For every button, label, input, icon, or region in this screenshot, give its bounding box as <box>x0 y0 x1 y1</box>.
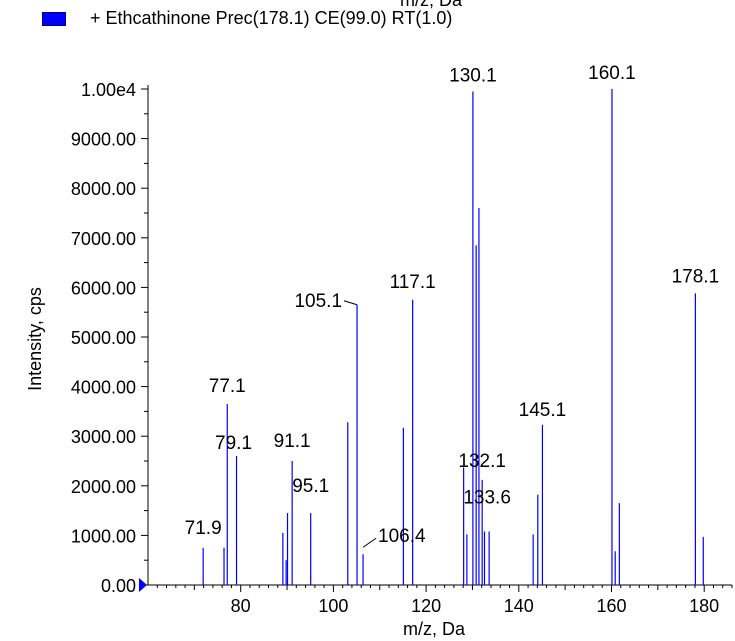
y-tick-label: 5000.00 <box>71 328 136 348</box>
y-tick-label: 1000.00 <box>71 526 136 546</box>
peak-label: 79.1 <box>215 433 252 454</box>
y-tick-label: 4000.00 <box>71 378 136 398</box>
y-tick-label: 0.00 <box>101 576 136 596</box>
legend-label: + Ethcathinone Prec(178.1) CE(99.0) RT(1… <box>90 8 453 28</box>
peak-label: 160.1 <box>588 63 636 84</box>
peak-label: 145.1 <box>519 400 567 421</box>
peak-label: 178.1 <box>672 266 720 287</box>
peak-label: 95.1 <box>292 476 329 497</box>
y-tick-label: 8000.00 <box>71 179 136 199</box>
legend: + Ethcathinone Prec(178.1) CE(99.0) RT(1… <box>42 8 452 29</box>
label-leader-line <box>343 300 358 306</box>
peak-label: 77.1 <box>209 376 246 397</box>
baseline-marker-icon <box>139 578 147 592</box>
y-tick-label: 6000.00 <box>71 278 136 298</box>
peak-label: 132.1 <box>458 451 506 472</box>
y-axis-title: Intensity, cps <box>25 287 45 391</box>
peak-label: 117.1 <box>390 272 436 293</box>
y-tick-label: 1.00e4 <box>81 80 136 100</box>
axes: 0.00 1000.00 2000.00 3000.00 4000.00 5000.00 6… <box>71 80 733 616</box>
top-clipped-axis-label: m/z, Da <box>400 0 463 10</box>
y-tick-label: 9000.00 <box>71 130 136 150</box>
peak-label: 105.1 <box>294 291 342 312</box>
x-tick-label: 100 <box>318 596 348 616</box>
peak-label: 91.1 <box>274 431 311 452</box>
x-tick-label: 180 <box>689 596 719 616</box>
x-tick-label: 160 <box>596 596 626 616</box>
x-axis-title: m/z, Da <box>403 619 466 639</box>
peaks <box>202 89 704 585</box>
peak-label: 130.1 <box>449 65 497 86</box>
label-leader-line <box>362 537 377 548</box>
peak-label: 106.4 <box>378 526 426 547</box>
peak-label: 133.6 <box>463 487 511 508</box>
legend-swatch <box>42 11 66 26</box>
y-tick-label: 2000.00 <box>71 477 136 497</box>
y-tick-label: 3000.00 <box>71 427 136 447</box>
x-tick-label: 80 <box>231 596 251 616</box>
x-tick-label: 140 <box>504 596 534 616</box>
peak-label: 71.9 <box>185 518 222 539</box>
peak-labels: 71.9 77.1 79.1 91.1 95.1 105.1 106.4 117.1 130.1… <box>185 63 720 548</box>
x-tick-label: 120 <box>411 596 441 616</box>
y-tick-label: 7000.00 <box>71 229 136 249</box>
